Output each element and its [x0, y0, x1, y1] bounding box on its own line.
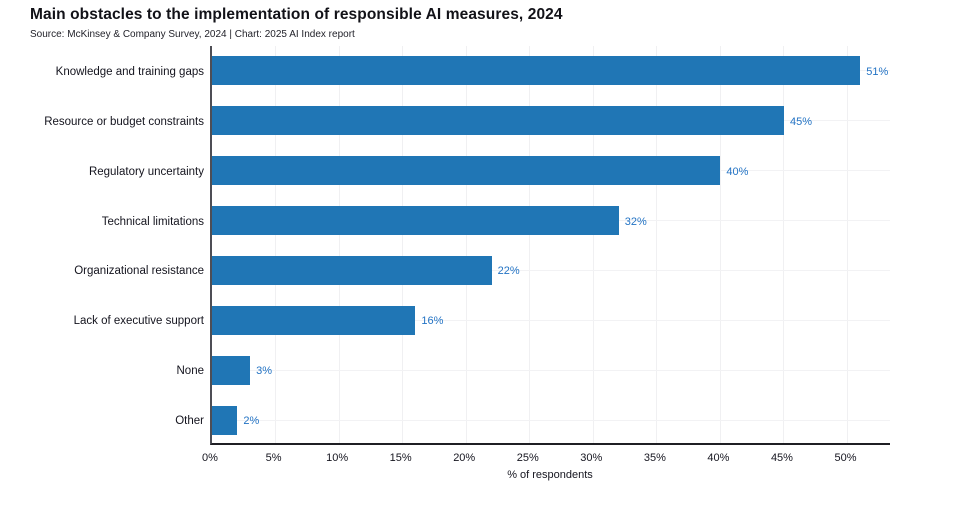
bar — [212, 405, 238, 435]
bar-value-label: 16% — [421, 315, 444, 328]
gridline-v — [656, 46, 658, 443]
bar — [212, 255, 492, 285]
x-tick-label: 0% — [202, 452, 218, 464]
x-tick-label: 45% — [770, 452, 793, 464]
bar — [212, 56, 861, 86]
gridline-v — [719, 46, 721, 443]
category-label: Other — [175, 415, 204, 428]
gridline-v — [402, 46, 404, 443]
category-label: Resource or budget constraints — [44, 115, 204, 128]
gridline-h — [212, 319, 890, 321]
x-axis-label: % of respondents — [507, 469, 593, 481]
x-tick-label: 15% — [389, 452, 412, 464]
bar-value-label: 51% — [866, 65, 889, 78]
gridline-h — [212, 269, 890, 271]
chart-title: Main obstacles to the implementation of … — [30, 6, 563, 23]
bar-value-label: 22% — [497, 265, 520, 278]
category-label: None — [176, 365, 205, 378]
x-tick-label: 25% — [516, 452, 539, 464]
category-axis: Knowledge and training gaps Resource or b… — [0, 46, 204, 445]
x-axis-ticks: 0% 5% 10% 15% 20% 25% 30% 35% 40% 45% 50% — [202, 452, 890, 466]
bar-value-label: 32% — [624, 215, 647, 228]
bar — [212, 156, 721, 186]
category-label: Lack of executive support — [73, 315, 204, 328]
x-tick-label: 5% — [265, 452, 282, 464]
category-label: Organizational resistance — [74, 265, 204, 278]
x-tick-label: 35% — [643, 452, 666, 464]
x-tick-label: 20% — [453, 452, 476, 464]
bar — [212, 355, 251, 385]
bar — [212, 106, 784, 136]
bar — [212, 206, 619, 236]
gridline-v — [847, 46, 848, 443]
x-tick-label: 40% — [707, 452, 730, 464]
x-tick-label: 10% — [326, 452, 349, 464]
bar-value-label: 2% — [243, 415, 260, 428]
chart-subtitle: Source: McKinsey & Company Survey, 2024 … — [30, 29, 355, 40]
category-label: Knowledge and training gaps — [55, 65, 204, 78]
x-tick-label: 50% — [834, 452, 857, 464]
gridline-v — [275, 46, 277, 443]
gridline-v — [529, 46, 531, 443]
bar — [212, 305, 416, 335]
category-label: Technical limitations — [101, 215, 204, 228]
bar-value-label: 40% — [726, 165, 749, 178]
gridline-h — [212, 419, 890, 421]
x-tick-label: 30% — [580, 452, 603, 464]
bar-value-label: 45% — [789, 115, 812, 128]
plot-area: 51% 45% 40% 32% 22% 16% 3% 2% — [210, 46, 890, 445]
gridline-h — [212, 369, 890, 371]
bar-value-label: 3% — [256, 365, 273, 378]
gridline-v — [465, 46, 467, 443]
gridline-v — [338, 46, 340, 443]
gridline-v — [592, 46, 594, 443]
category-label: Regulatory uncertainty — [88, 165, 204, 178]
gridline-v — [783, 46, 785, 443]
